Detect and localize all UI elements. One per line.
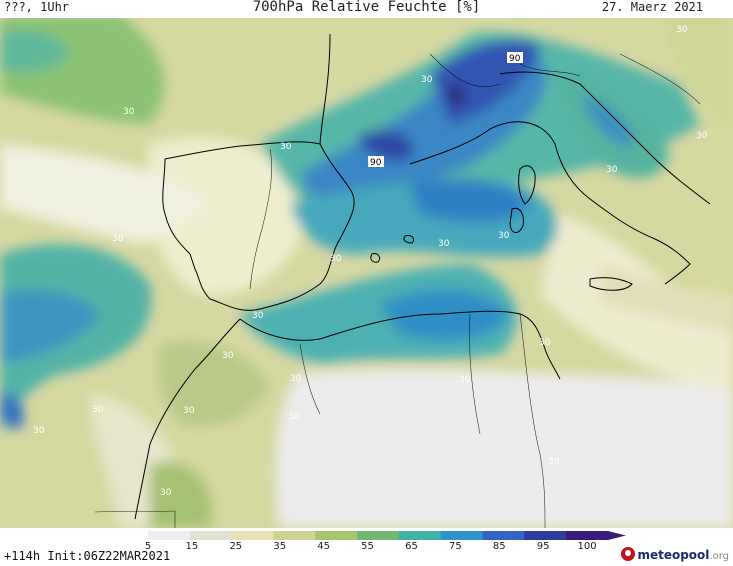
valid-date: 27. Maerz 2021 xyxy=(601,0,703,14)
contour-label: 30 xyxy=(112,234,124,244)
contour-label: 30 xyxy=(280,142,292,152)
colorbar-tick-label: 5 xyxy=(144,541,152,552)
colorbar-segment xyxy=(398,531,442,540)
colorbar-tick-label: 35 xyxy=(273,541,287,552)
contour-label: 30 xyxy=(498,231,510,241)
colorbar-segment xyxy=(273,531,316,540)
humidity-map: 30 30 90 30 30 90 30 30 30 30 30 30 30 3… xyxy=(0,14,733,528)
contour-label: 30 xyxy=(183,406,195,416)
contour-label: 30 xyxy=(421,75,433,85)
colorbar-segment xyxy=(482,531,525,540)
contour-label: 30 xyxy=(222,351,234,361)
colorbar-segment xyxy=(231,531,274,540)
contour-label: 30 xyxy=(606,165,618,175)
contour-label-90: 90 xyxy=(509,54,521,64)
contour-label: 30 xyxy=(676,25,688,35)
humidity-field xyxy=(0,14,733,528)
meteopool-logo[interactable]: meteopool.org xyxy=(621,547,729,562)
map-canvas: 30 30 90 30 30 90 30 30 30 30 30 30 30 3… xyxy=(0,14,733,528)
contour-label: 30 xyxy=(160,488,172,498)
colorbar-tick-label: 25 xyxy=(229,541,243,552)
colorbar-tick-label: 15 xyxy=(185,541,199,552)
colorbar xyxy=(148,531,626,540)
contour-label: 30 xyxy=(548,457,560,467)
colorbar-segment xyxy=(315,531,358,540)
contour-labels: 30 30 90 30 30 90 30 30 30 30 30 30 30 3… xyxy=(33,25,708,498)
colorbar-segment xyxy=(440,531,484,540)
forecast-day-label: ???, 1Uhr xyxy=(4,0,70,14)
map-footer: 5 15 25 35 45 55 65 75 85 95 100 +114h Init:06Z22M… xyxy=(0,528,733,566)
colorbar-segment xyxy=(148,531,191,540)
contour-label: 30 xyxy=(288,412,300,422)
contour-label: 30 xyxy=(123,107,135,117)
colorbar-tick-label: 65 xyxy=(405,541,418,552)
colorbar-segment xyxy=(357,531,400,540)
logo-suffix: .org xyxy=(709,551,729,562)
colorbar-segment xyxy=(189,531,233,540)
meteopool-logo-icon xyxy=(621,547,636,561)
contour-label: 30 xyxy=(696,131,708,141)
logo-text: meteopool xyxy=(637,548,710,562)
colorbar-segment xyxy=(566,531,609,540)
colorbar-tick-label: 55 xyxy=(361,541,374,552)
contour-label: 30 xyxy=(290,374,302,384)
contour-label: 30 xyxy=(438,239,450,249)
contour-label: 30 xyxy=(92,405,104,415)
borders xyxy=(94,53,701,528)
colorbar-tick-label: 95 xyxy=(536,541,550,552)
contour-label: 30 xyxy=(539,338,551,348)
colorbar-tick-label: 45 xyxy=(317,541,330,552)
run-info: +114h Init:06Z22MAR2021 xyxy=(4,549,171,563)
map-header: ???, 1Uhr 700hPa Relative Feuchte [%] 27… xyxy=(0,0,733,18)
coastlines xyxy=(134,33,711,520)
contour-label: 30 xyxy=(33,426,45,436)
map-title: 700hPa Relative Feuchte [%] xyxy=(252,0,481,15)
contour-label: 30 xyxy=(459,375,471,385)
colorbar-tick-label: 85 xyxy=(492,541,506,552)
contour-label-90: 90 xyxy=(370,158,382,168)
contour-label: 30 xyxy=(252,311,264,321)
colorbar-extend-arrow xyxy=(608,531,626,540)
contour-label: 30 xyxy=(330,254,342,264)
colorbar-segment xyxy=(524,531,567,540)
colorbar-tick-label: 75 xyxy=(448,541,462,552)
colorbar-tick-label: 100 xyxy=(577,541,597,552)
